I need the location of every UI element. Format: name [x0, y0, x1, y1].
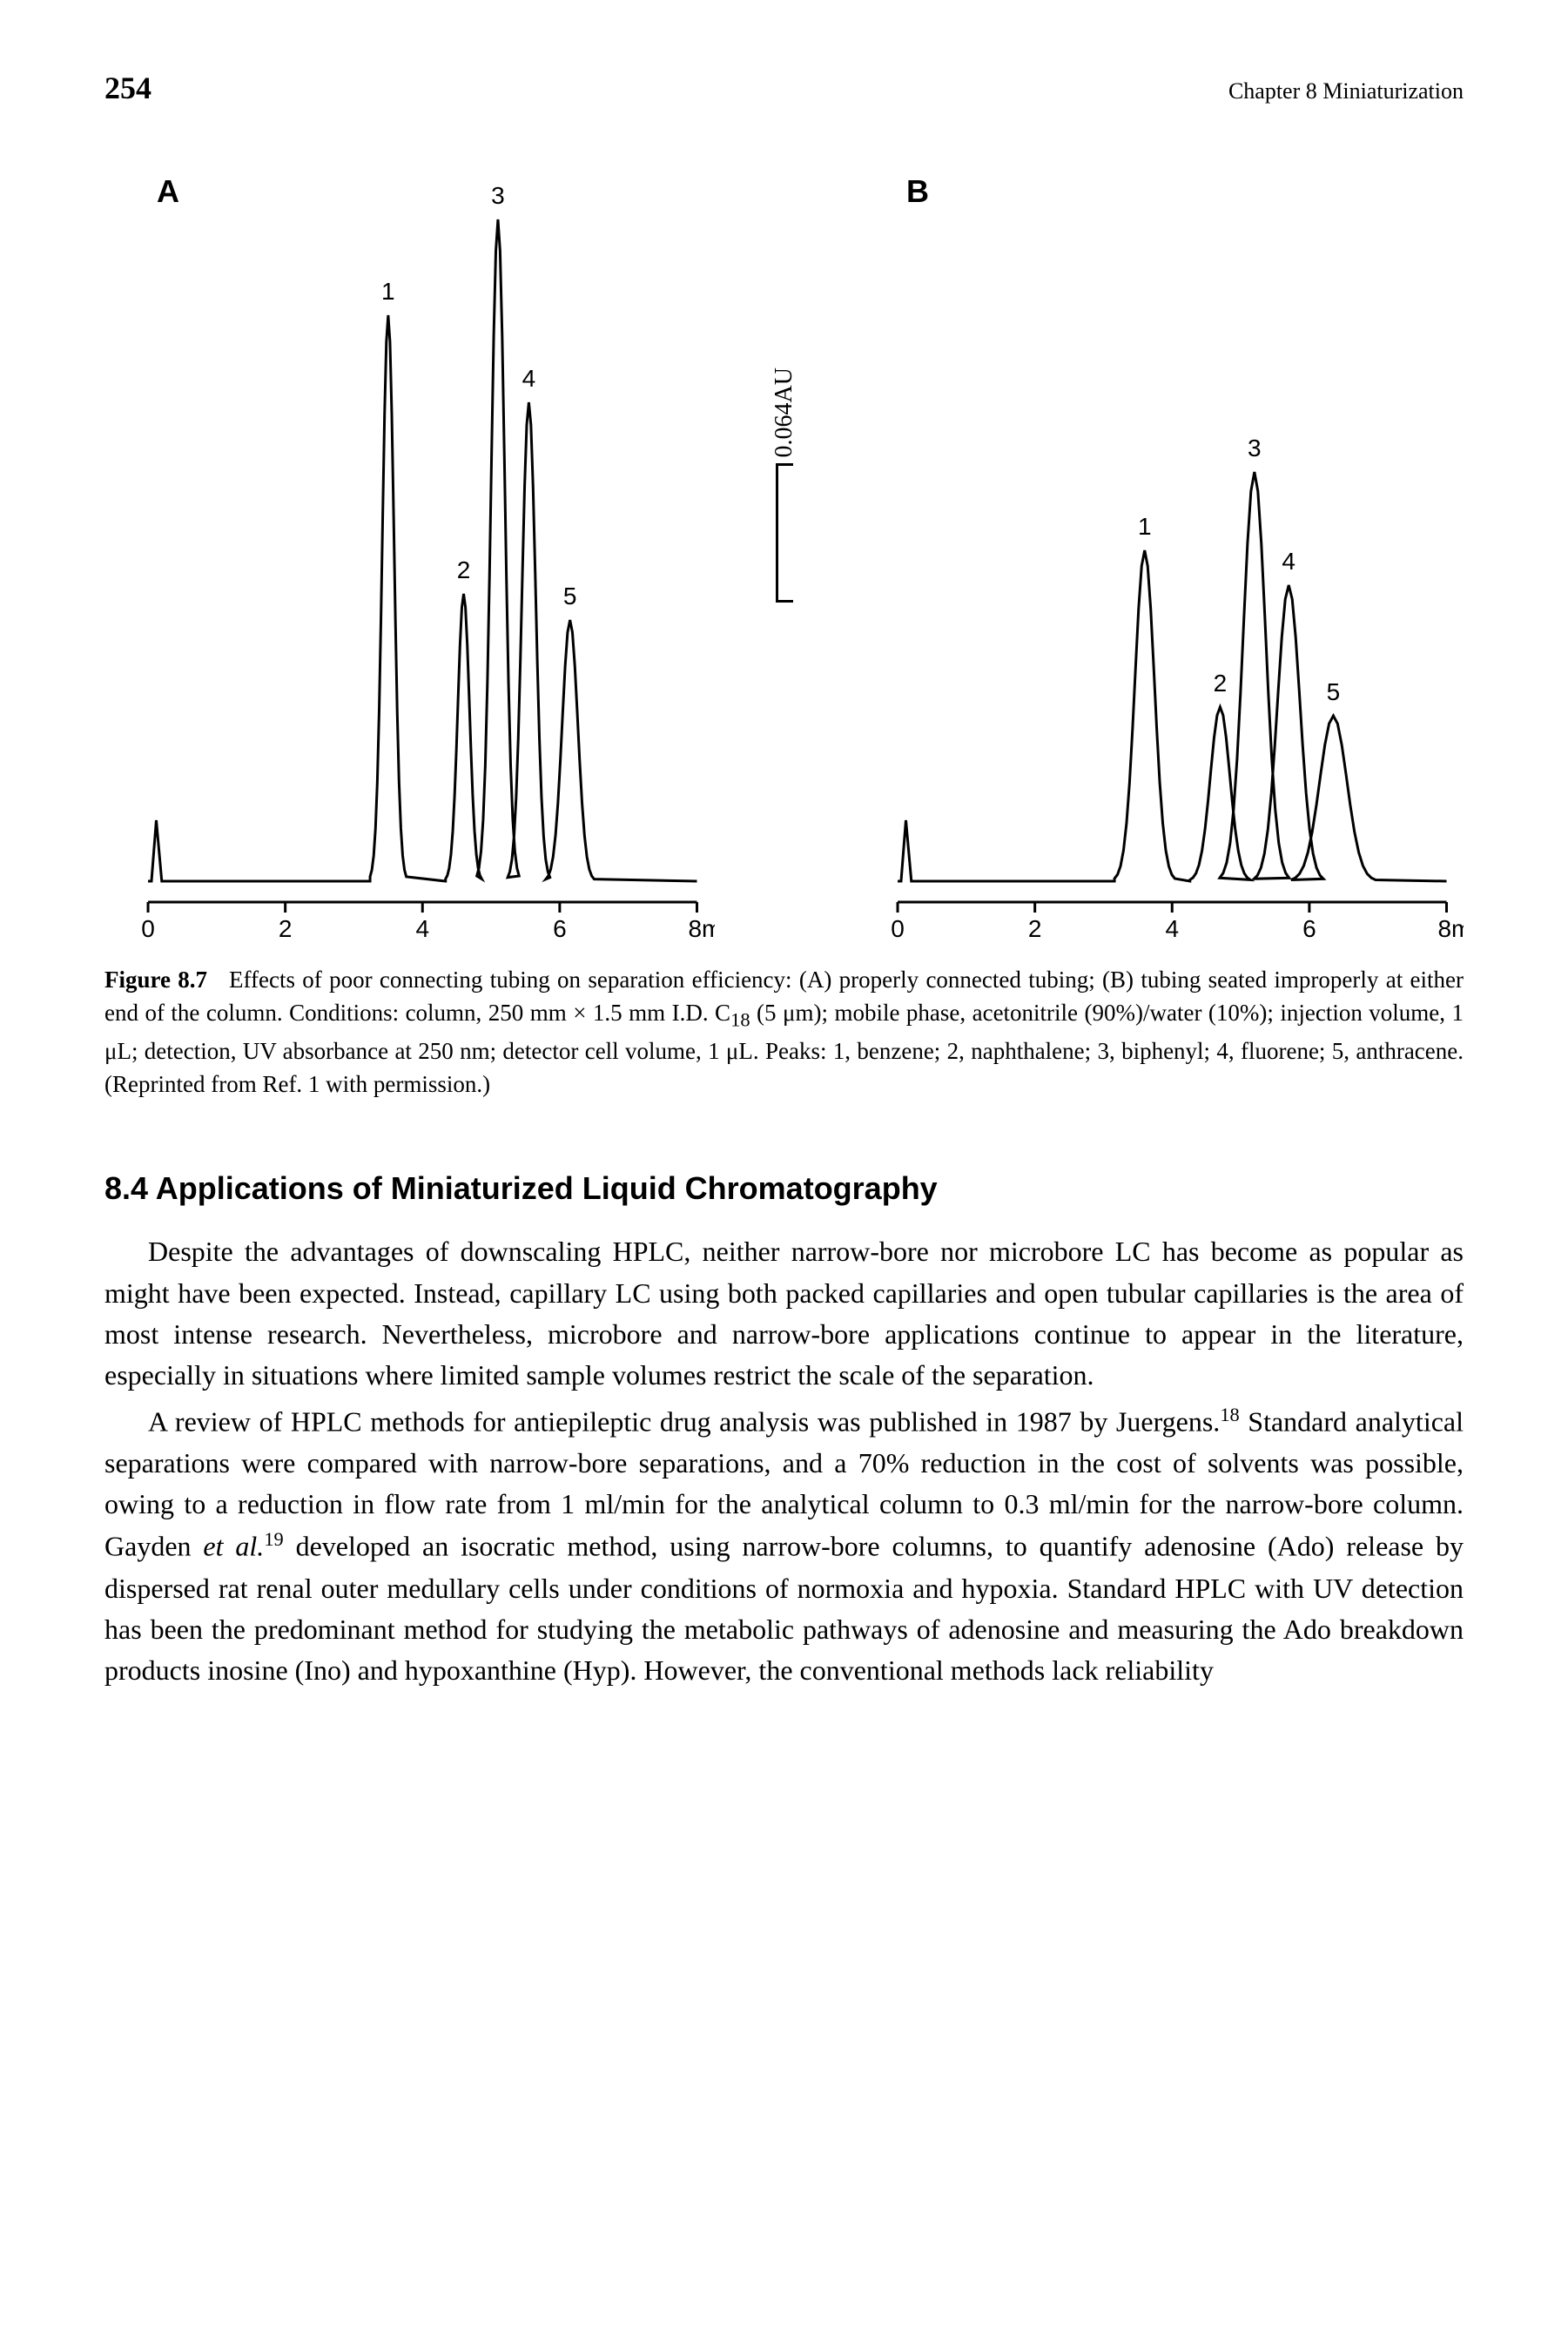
svg-text:5: 5 — [563, 583, 577, 610]
svg-text:2: 2 — [1027, 915, 1041, 942]
svg-text:6: 6 — [553, 915, 567, 942]
au-label: 0.064AU — [771, 367, 798, 457]
page-number: 254 — [104, 70, 151, 106]
svg-text:8min: 8min — [688, 915, 714, 942]
chapter-label: Chapter 8 Miniaturization — [1228, 78, 1464, 104]
svg-text:2: 2 — [457, 556, 471, 583]
svg-text:2: 2 — [1213, 670, 1227, 697]
figure-8-7: 0 2 4 6 8min A 1 2 3 4 5 0.064AU 0 2 4 6 8min B 1 2 3 4 5 — [104, 158, 1464, 942]
chromatogram-svg-b: 0 2 4 6 8min B 1 2 3 4 5 — [854, 158, 1464, 942]
chromatogram-panel-b: 0 2 4 6 8min B 1 2 3 4 5 — [854, 158, 1464, 942]
chromatogram-svg-a: 0 2 4 6 8min A 1 2 3 4 5 — [104, 158, 715, 942]
svg-text:4: 4 — [522, 365, 536, 392]
svg-text:B: B — [906, 173, 929, 209]
svg-text:0: 0 — [141, 915, 155, 942]
svg-text:5: 5 — [1326, 678, 1340, 705]
svg-text:0: 0 — [891, 915, 905, 942]
body-paragraph-1: Despite the advantages of downscaling HP… — [104, 1231, 1464, 1396]
svg-text:1: 1 — [1137, 513, 1151, 540]
svg-text:2: 2 — [279, 915, 293, 942]
au-scale: 0.064AU — [750, 158, 819, 942]
svg-text:8min: 8min — [1437, 915, 1464, 942]
svg-text:4: 4 — [415, 915, 429, 942]
svg-text:6: 6 — [1302, 915, 1316, 942]
chromatogram-panel-a: 0 2 4 6 8min A 1 2 3 4 5 — [104, 158, 715, 942]
svg-text:3: 3 — [491, 182, 505, 209]
svg-text:4: 4 — [1165, 915, 1179, 942]
body-paragraph-2: A review of HPLC methods for antiepilept… — [104, 1400, 1464, 1692]
svg-text:3: 3 — [1248, 434, 1262, 461]
svg-text:A: A — [157, 173, 179, 209]
page-header: 254 Chapter 8 Miniaturization — [104, 70, 1464, 106]
svg-text:4: 4 — [1282, 548, 1295, 575]
au-bracket-icon — [776, 463, 793, 603]
svg-text:1: 1 — [381, 278, 395, 305]
section-heading: 8.4 Applications of Miniaturized Liquid … — [104, 1170, 1464, 1207]
figure-caption: Figure 8.7 Effects of poor connecting tu… — [104, 963, 1464, 1101]
